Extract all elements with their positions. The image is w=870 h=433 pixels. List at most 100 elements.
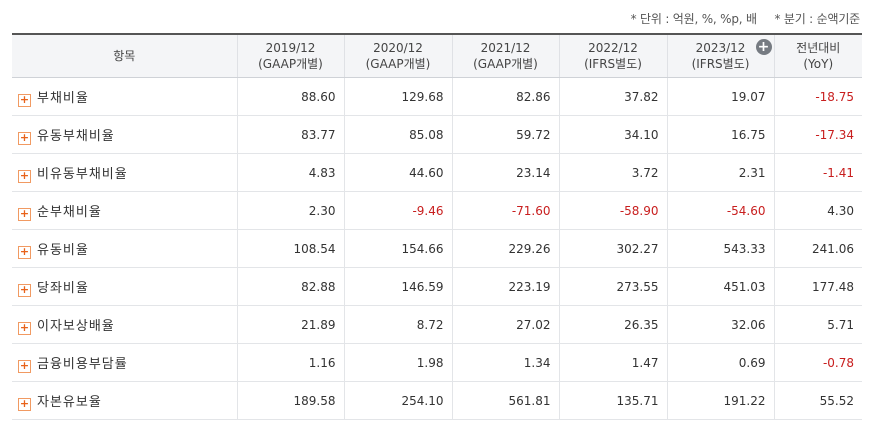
row-label[interactable]: 자본유보율 bbox=[37, 394, 102, 410]
column-header-2023: 2023/12 (IFRS별도) + bbox=[666, 33, 774, 78]
table-row: + 비유동부채비율 4.83 44.60 23.14 3.72 2.31 -1.41 bbox=[12, 153, 862, 192]
value-cell: -58.90 bbox=[558, 191, 667, 230]
column-header-yoy: 전년대비 (YoY) bbox=[773, 33, 862, 78]
value-cell: 59.72 bbox=[451, 115, 559, 154]
row-label-cell: + 비유동부채비율 bbox=[12, 153, 237, 192]
value-cell: 37.82 bbox=[558, 77, 667, 116]
column-header-2021: 2021/12 (GAAP개별) bbox=[451, 33, 559, 78]
value-cell: 1.98 bbox=[343, 343, 452, 382]
table-row: + 순부채비율 2.30 -9.46 -71.60 -58.90 -54.60 4.30 bbox=[12, 191, 862, 230]
unit-note: * 단위 : 억원, %, %p, 배 bbox=[630, 12, 757, 26]
row-label-cell: + 자본유보율 bbox=[12, 381, 237, 420]
value-cell: 27.02 bbox=[451, 305, 559, 344]
value-cell: 135.71 bbox=[558, 381, 667, 420]
expand-row-icon[interactable]: + bbox=[18, 168, 31, 183]
value-cell: 83.77 bbox=[236, 115, 344, 154]
value-cell: 451.03 bbox=[666, 267, 774, 306]
column-header-basis: (YoY) bbox=[803, 57, 834, 71]
value-cell: 34.10 bbox=[558, 115, 667, 154]
financial-ratio-table: 항목 2019/12 (GAAP개별) 2020/12 (GAAP개별) 202… bbox=[12, 33, 862, 420]
value-cell: 154.66 bbox=[343, 229, 452, 268]
expand-row-icon[interactable]: + bbox=[18, 320, 31, 335]
value-cell: 4.30 bbox=[773, 191, 862, 230]
column-header-2022: 2022/12 (IFRS별도) bbox=[558, 33, 667, 78]
value-cell: 32.06 bbox=[666, 305, 774, 344]
table-row: + 부채비율 88.60 129.68 82.86 37.82 19.07 -18.75 bbox=[12, 77, 862, 116]
value-cell: 21.89 bbox=[236, 305, 344, 344]
column-header-basis: (IFRS별도) bbox=[584, 57, 642, 71]
column-header-item: 항목 bbox=[12, 33, 237, 78]
value-cell: -1.41 bbox=[773, 153, 862, 192]
column-header-year: 2020/12 bbox=[373, 41, 423, 55]
value-cell: 561.81 bbox=[451, 381, 559, 420]
value-cell: 108.54 bbox=[236, 229, 344, 268]
column-header-2020: 2020/12 (GAAP개별) bbox=[343, 33, 452, 78]
value-cell: -18.75 bbox=[773, 77, 862, 116]
column-header-year: 전년대비 bbox=[796, 41, 841, 55]
value-cell: 177.48 bbox=[773, 267, 862, 306]
value-cell: 85.08 bbox=[343, 115, 452, 154]
value-cell: 44.60 bbox=[343, 153, 452, 192]
row-label[interactable]: 금융비용부담률 bbox=[37, 356, 128, 372]
table-row: + 유동부채비율 83.77 85.08 59.72 34.10 16.75 -17.34 bbox=[12, 115, 862, 154]
expand-row-icon[interactable]: + bbox=[18, 244, 31, 259]
expand-row-icon[interactable]: + bbox=[18, 130, 31, 145]
row-label[interactable]: 유동부채비율 bbox=[37, 128, 115, 144]
value-cell: 223.19 bbox=[451, 267, 559, 306]
value-cell: 1.47 bbox=[558, 343, 667, 382]
add-column-icon[interactable]: + bbox=[755, 39, 772, 55]
row-label[interactable]: 부채비율 bbox=[37, 90, 89, 106]
value-cell: 129.68 bbox=[343, 77, 452, 116]
row-label-cell: + 금융비용부담률 bbox=[12, 343, 237, 382]
row-label-cell: + 유동부채비율 bbox=[12, 115, 237, 154]
row-label[interactable]: 당좌비율 bbox=[37, 280, 89, 296]
period-note: * 분기 : 순액기준 bbox=[774, 12, 860, 26]
row-label[interactable]: 이자보상배율 bbox=[37, 318, 115, 334]
value-cell: 19.07 bbox=[666, 77, 774, 116]
table-row: + 유동비율 108.54 154.66 229.26 302.27 543.33 241.0… bbox=[12, 229, 862, 268]
value-cell: 273.55 bbox=[558, 267, 667, 306]
expand-row-icon[interactable]: + bbox=[18, 206, 31, 221]
value-cell: 302.27 bbox=[558, 229, 667, 268]
value-cell: 26.35 bbox=[558, 305, 667, 344]
header-row: 항목 2019/12 (GAAP개별) 2020/12 (GAAP개별) 202… bbox=[12, 33, 862, 78]
column-header-basis: (GAAP개별) bbox=[473, 57, 538, 71]
row-label[interactable]: 비유동부채비율 bbox=[37, 166, 128, 182]
column-header-year: 2022/12 bbox=[588, 41, 638, 55]
column-header-year: 2019/12 bbox=[265, 41, 316, 55]
value-cell: 4.83 bbox=[236, 153, 344, 192]
row-label-cell: + 부채비율 bbox=[12, 77, 237, 116]
value-cell: -17.34 bbox=[773, 115, 862, 154]
expand-row-icon[interactable]: + bbox=[18, 282, 31, 297]
value-cell: 88.60 bbox=[236, 77, 344, 116]
expand-row-icon[interactable]: + bbox=[18, 358, 31, 373]
value-cell: 2.31 bbox=[666, 153, 774, 192]
value-cell: 543.33 bbox=[666, 229, 774, 268]
value-cell: 241.06 bbox=[773, 229, 862, 268]
column-header-year: 2023/12 bbox=[695, 41, 746, 55]
table-row: + 당좌비율 82.88 146.59 223.19 273.55 451.03 177.48 bbox=[12, 267, 862, 306]
row-label[interactable]: 유동비율 bbox=[37, 242, 89, 258]
value-cell: 146.59 bbox=[343, 267, 452, 306]
column-header-year: 2021/12 bbox=[480, 41, 531, 55]
value-cell: 189.58 bbox=[236, 381, 344, 420]
value-cell: 1.16 bbox=[236, 343, 344, 382]
row-label-cell: + 순부채비율 bbox=[12, 191, 237, 230]
value-cell: 23.14 bbox=[451, 153, 559, 192]
value-cell: 55.52 bbox=[773, 381, 862, 420]
value-cell: -0.78 bbox=[773, 343, 862, 382]
value-cell: 5.71 bbox=[773, 305, 862, 344]
table-notes: * 단위 : 억원, %, %p, 배 * 분기 : 순액기준 bbox=[617, 10, 861, 27]
value-cell: -9.46 bbox=[343, 191, 452, 230]
expand-row-icon[interactable]: + bbox=[18, 396, 31, 411]
row-label[interactable]: 순부채비율 bbox=[37, 204, 102, 220]
value-cell: 254.10 bbox=[343, 381, 452, 420]
value-cell: 82.88 bbox=[236, 267, 344, 306]
row-label-cell: + 이자보상배율 bbox=[12, 305, 237, 344]
table-row: + 자본유보율 189.58 254.10 561.81 135.71 191.22 55.5… bbox=[12, 381, 862, 420]
expand-row-icon[interactable]: + bbox=[18, 92, 31, 107]
value-cell: 1.34 bbox=[451, 343, 559, 382]
value-cell: 2.30 bbox=[236, 191, 344, 230]
value-cell: 16.75 bbox=[666, 115, 774, 154]
value-cell: 82.86 bbox=[451, 77, 559, 116]
